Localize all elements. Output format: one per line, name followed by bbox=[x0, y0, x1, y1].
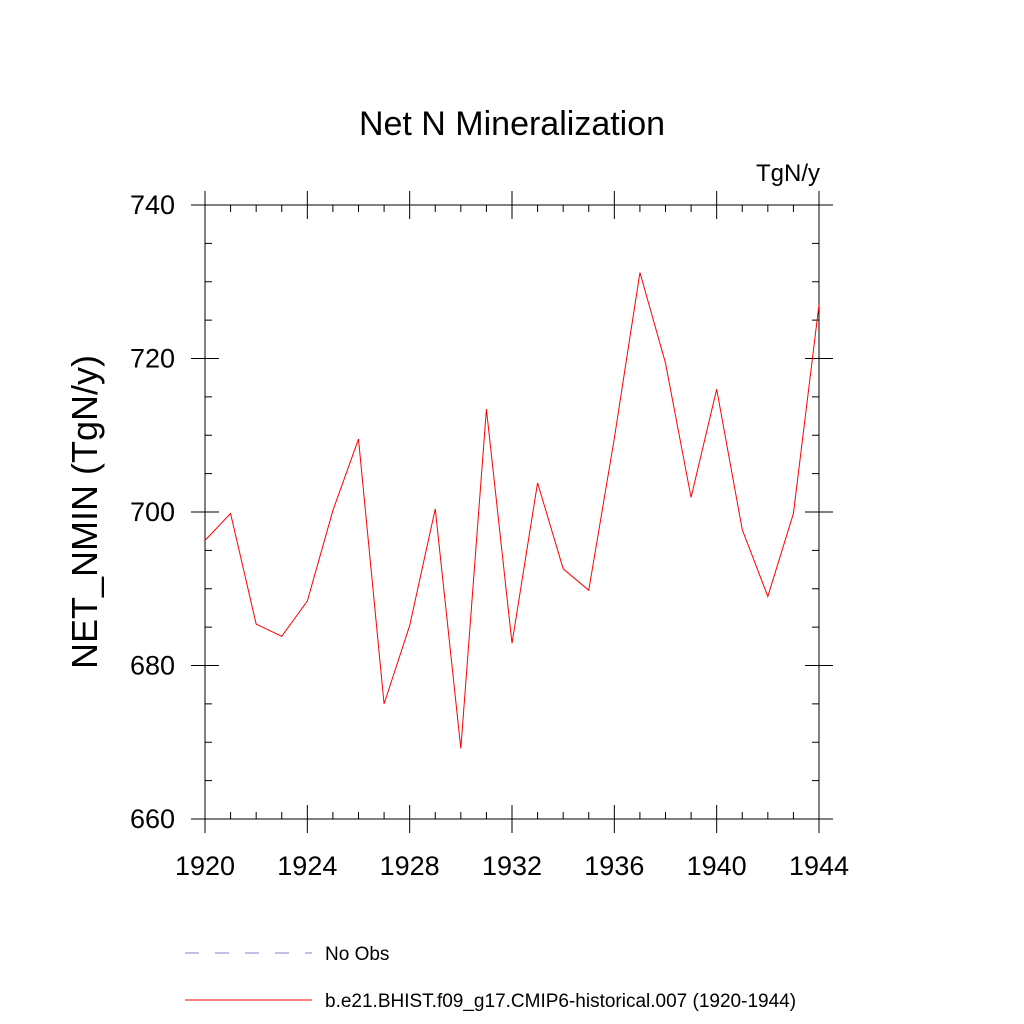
legend-label-0: No Obs bbox=[325, 944, 389, 965]
y-tick-label: 720 bbox=[130, 344, 175, 374]
x-tick-label: 1924 bbox=[277, 851, 337, 881]
series-line-1 bbox=[204, 272, 820, 749]
y-tick-label: 660 bbox=[130, 804, 175, 834]
y-tick-label: 700 bbox=[130, 497, 175, 527]
legend: No Obs b.e21.BHIST.f09_g17.CMIP6-historic… bbox=[185, 944, 796, 1012]
x-tick-label: 1936 bbox=[584, 851, 644, 881]
x-tick-label: 1928 bbox=[380, 851, 440, 881]
y-axis-label: NET_NMIN (TgN/y) bbox=[64, 355, 105, 669]
x-tick-label: 1944 bbox=[789, 851, 849, 881]
y-tick-label: 680 bbox=[130, 651, 175, 681]
units-label: TgN/y bbox=[756, 160, 820, 187]
axis-ticks: 1920 1924 1928 1932 1936 1940 1944 660 680 700 720… bbox=[130, 190, 849, 881]
x-tick-label: 1920 bbox=[175, 851, 235, 881]
plot-frame bbox=[204, 204, 820, 820]
x-tick-label: 1932 bbox=[482, 851, 542, 881]
chart-title: Net N Mineralization bbox=[359, 105, 665, 143]
legend-label-1: b.e21.BHIST.f09_g17.CMIP6-historical.007… bbox=[325, 991, 796, 1012]
x-tick-label: 1940 bbox=[687, 851, 747, 881]
y-tick-label: 740 bbox=[130, 190, 175, 220]
series-layer bbox=[204, 272, 820, 749]
